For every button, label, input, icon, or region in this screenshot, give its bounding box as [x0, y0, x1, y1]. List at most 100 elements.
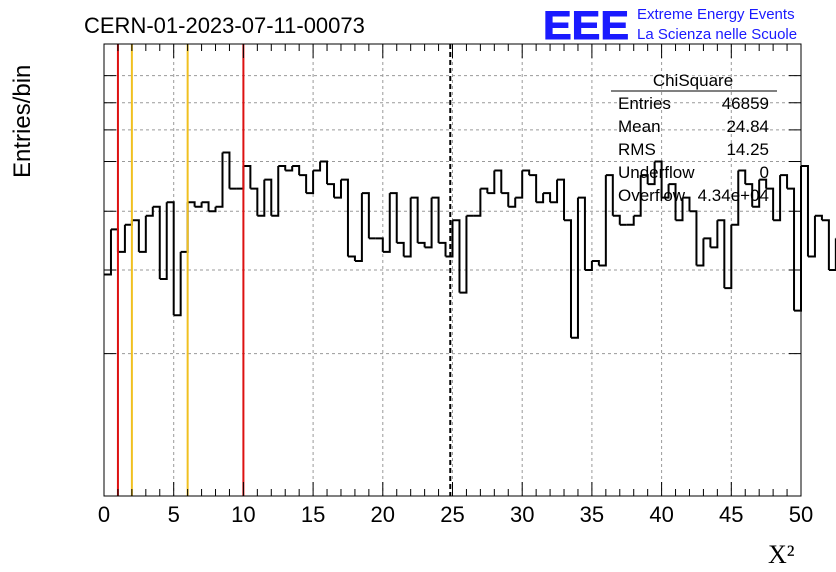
histogram-bin	[104, 229, 112, 276]
histogram-bin	[347, 255, 356, 261]
histogram-bin	[250, 187, 259, 216]
histogram-bin	[396, 241, 405, 257]
histogram-bin	[131, 219, 140, 252]
histogram-bin	[661, 184, 670, 199]
histogram-bin	[633, 175, 642, 217]
histogram-bin	[787, 187, 796, 311]
histogram-bin	[759, 178, 768, 189]
histogram-bin	[766, 187, 775, 221]
histogram-bin	[334, 179, 342, 199]
histogram-bin	[299, 174, 308, 194]
histogram-bin	[703, 237, 712, 248]
histogram-bin	[668, 183, 677, 221]
histogram-bin	[612, 214, 621, 225]
stats-label: Mean	[618, 117, 661, 136]
histogram-bin	[445, 220, 454, 258]
x-tick-label: 5	[168, 502, 180, 527]
histogram-bin	[821, 219, 830, 270]
x-tick-label: 20	[371, 502, 395, 527]
histogram-bin	[222, 151, 231, 189]
histogram-bin	[773, 175, 782, 222]
histogram-bin	[473, 188, 482, 217]
histogram-bin	[584, 260, 593, 271]
axis-ticks	[103, 44, 802, 496]
logo-line1: Extreme Energy Events	[637, 6, 795, 23]
histogram-bin	[794, 166, 802, 312]
histogram-bin	[354, 193, 363, 262]
stats-label: Underflow	[618, 163, 695, 182]
logo-line2: La Scienza nelle Scuole	[637, 26, 797, 43]
histogram-bin	[605, 174, 614, 216]
histogram-bin	[110, 228, 119, 252]
threshold-lines	[116, 44, 452, 496]
x-tick-label: 25	[440, 502, 464, 527]
histogram-bin	[647, 161, 656, 186]
histogram-bin	[313, 161, 322, 172]
stats-value: 14.25	[726, 140, 769, 159]
histogram-bin	[382, 193, 391, 253]
histogram-bin	[577, 196, 586, 270]
histogram-bin	[570, 197, 579, 339]
histogram-bin	[306, 170, 315, 195]
stats-value: 24.84	[726, 117, 769, 136]
histogram-bin	[564, 219, 572, 338]
histogram-bin	[828, 238, 836, 271]
histogram-bin	[117, 224, 126, 253]
histogram-bin	[459, 215, 468, 294]
histogram-bin	[452, 219, 461, 293]
histogram-bin	[152, 205, 161, 280]
histogram-bin	[814, 214, 823, 221]
histogram-bin	[431, 196, 440, 243]
histogram-bin	[208, 206, 217, 213]
stats-box: ChiSquare Entries 46859 Mean 24.84 RMS 14.25 U…	[611, 71, 777, 205]
x-tick-label: 0	[98, 502, 110, 527]
stats-label: RMS	[618, 140, 656, 159]
histogram-bin	[180, 202, 189, 253]
histogram-bin	[271, 166, 280, 217]
histogram-bin	[807, 215, 816, 258]
histogram-bin	[738, 169, 747, 185]
histogram-bin	[410, 196, 419, 243]
histogram-bin	[487, 170, 496, 195]
histogram-bin	[522, 169, 531, 176]
x-tick-label: 40	[649, 502, 673, 527]
histogram-bin	[438, 241, 447, 257]
histogram-bin	[801, 165, 809, 257]
histogram-bin	[598, 175, 607, 267]
logo-text: EEE	[543, 4, 629, 48]
grid-lines	[104, 44, 801, 496]
histogram-bin	[166, 201, 175, 316]
histogram-bin	[138, 215, 147, 253]
histogram-bin	[201, 201, 210, 212]
histogram-bin	[780, 174, 789, 189]
histogram-bin	[361, 192, 370, 239]
histogram-bin	[696, 238, 705, 267]
x-tick-label: 35	[580, 502, 604, 527]
stats-value: 46859	[722, 94, 769, 113]
histogram-bin	[752, 179, 761, 208]
run-title: CERN-01-2023-07-11-00073	[84, 13, 365, 38]
histogram-bin	[557, 178, 566, 221]
x-tick-label: 10	[231, 502, 255, 527]
histogram-bin	[285, 166, 294, 172]
histogram-bin	[724, 224, 733, 290]
histogram-bin	[508, 197, 517, 208]
histogram-bin	[745, 183, 754, 207]
histogram-bin	[626, 215, 635, 226]
histogram-bin	[320, 160, 329, 185]
histogram-bin	[480, 187, 489, 194]
histogram-bin	[375, 237, 384, 252]
x-tick-labels: 0 5 10 15 20 25 30 35 40 45 50	[98, 502, 813, 527]
histogram-bin	[501, 192, 510, 207]
histogram-bin	[417, 241, 426, 248]
histogram-bin	[159, 202, 168, 281]
histogram-bars	[104, 151, 836, 339]
histogram-bin	[550, 179, 559, 204]
stats-value: 4.34e+04	[698, 186, 769, 205]
eee-logo: EEE Extreme Energy Events La Scienza nel…	[543, 4, 798, 49]
histogram-bin	[173, 251, 182, 317]
histogram-bin	[236, 166, 245, 190]
histogram-bin	[327, 183, 336, 198]
histogram-bin	[529, 174, 538, 203]
